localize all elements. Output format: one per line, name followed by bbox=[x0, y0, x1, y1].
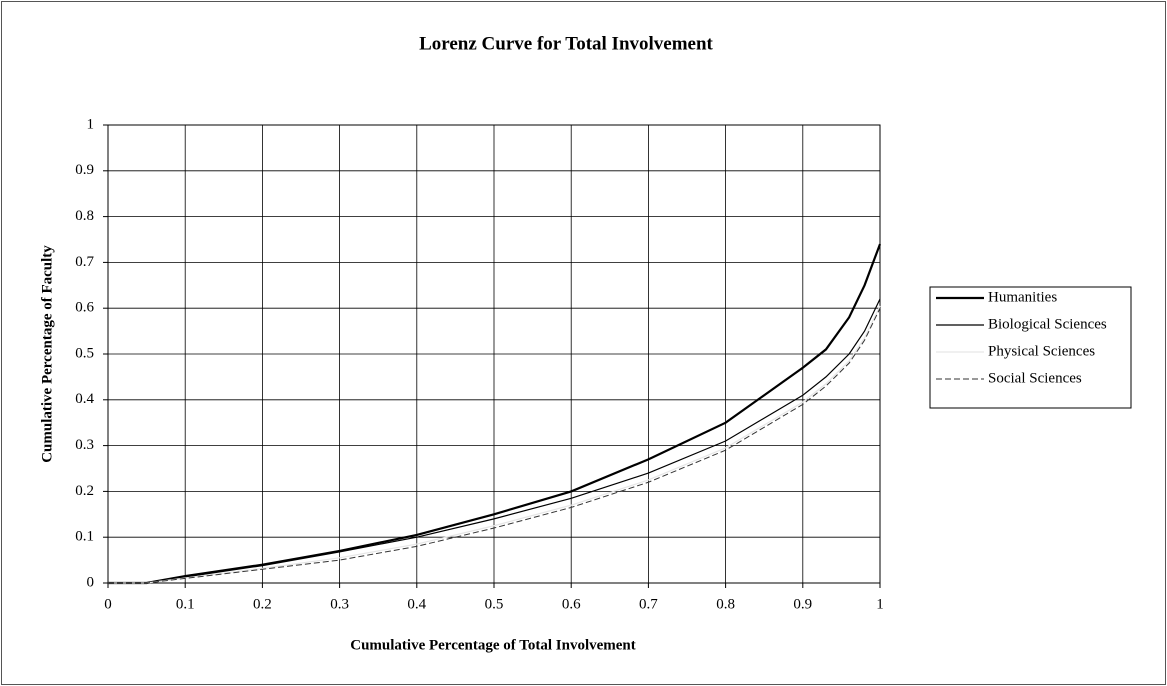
y-tick-label: 0.2 bbox=[75, 483, 94, 499]
series-line bbox=[108, 298, 881, 584]
chart-title: Lorenz Curve for Total Involvement bbox=[419, 33, 713, 54]
y-tick-label: 0.8 bbox=[75, 208, 94, 224]
legend bbox=[929, 286, 1132, 409]
legend-label: Social Sciences bbox=[988, 370, 1082, 386]
x-tick-label: 0.8 bbox=[716, 596, 735, 612]
x-tick-label: 0 bbox=[104, 596, 112, 612]
x-tick-label: 0.2 bbox=[253, 596, 272, 612]
x-tick-label: 0.6 bbox=[562, 596, 581, 612]
y-axis-label: Cumulative Percentage of Faculty bbox=[39, 245, 55, 463]
legend-label: Physical Sciences bbox=[988, 343, 1095, 359]
x-tick-label: 0.7 bbox=[639, 596, 658, 612]
x-tick-label: 0.1 bbox=[176, 596, 195, 612]
x-tick-label: 0.5 bbox=[485, 596, 504, 612]
y-tick-label: 1 bbox=[87, 116, 95, 132]
series-line bbox=[108, 307, 881, 584]
x-tick-label: 0.4 bbox=[407, 596, 426, 612]
x-tick-label: 0.3 bbox=[330, 596, 349, 612]
x-tick-label: 1 bbox=[876, 596, 884, 612]
x-tick-label: 0.9 bbox=[793, 596, 812, 612]
series-line bbox=[108, 305, 881, 584]
legend-label: Biological Sciences bbox=[988, 316, 1107, 332]
y-tick-label: 0.7 bbox=[75, 254, 94, 270]
series-line bbox=[108, 243, 882, 585]
y-tick-label: 0.3 bbox=[75, 437, 94, 453]
legend-label: Humanities bbox=[988, 289, 1057, 305]
y-tick-label: 0.4 bbox=[75, 391, 94, 407]
y-tick-label: 0 bbox=[87, 574, 95, 590]
y-tick-label: 0.5 bbox=[75, 345, 94, 361]
x-axis-label: Cumulative Percentage of Total Involveme… bbox=[350, 637, 636, 653]
y-tick-label: 0.9 bbox=[75, 162, 94, 178]
y-tick-label: 0.6 bbox=[75, 300, 94, 316]
y-tick-label: 0.1 bbox=[75, 529, 94, 545]
